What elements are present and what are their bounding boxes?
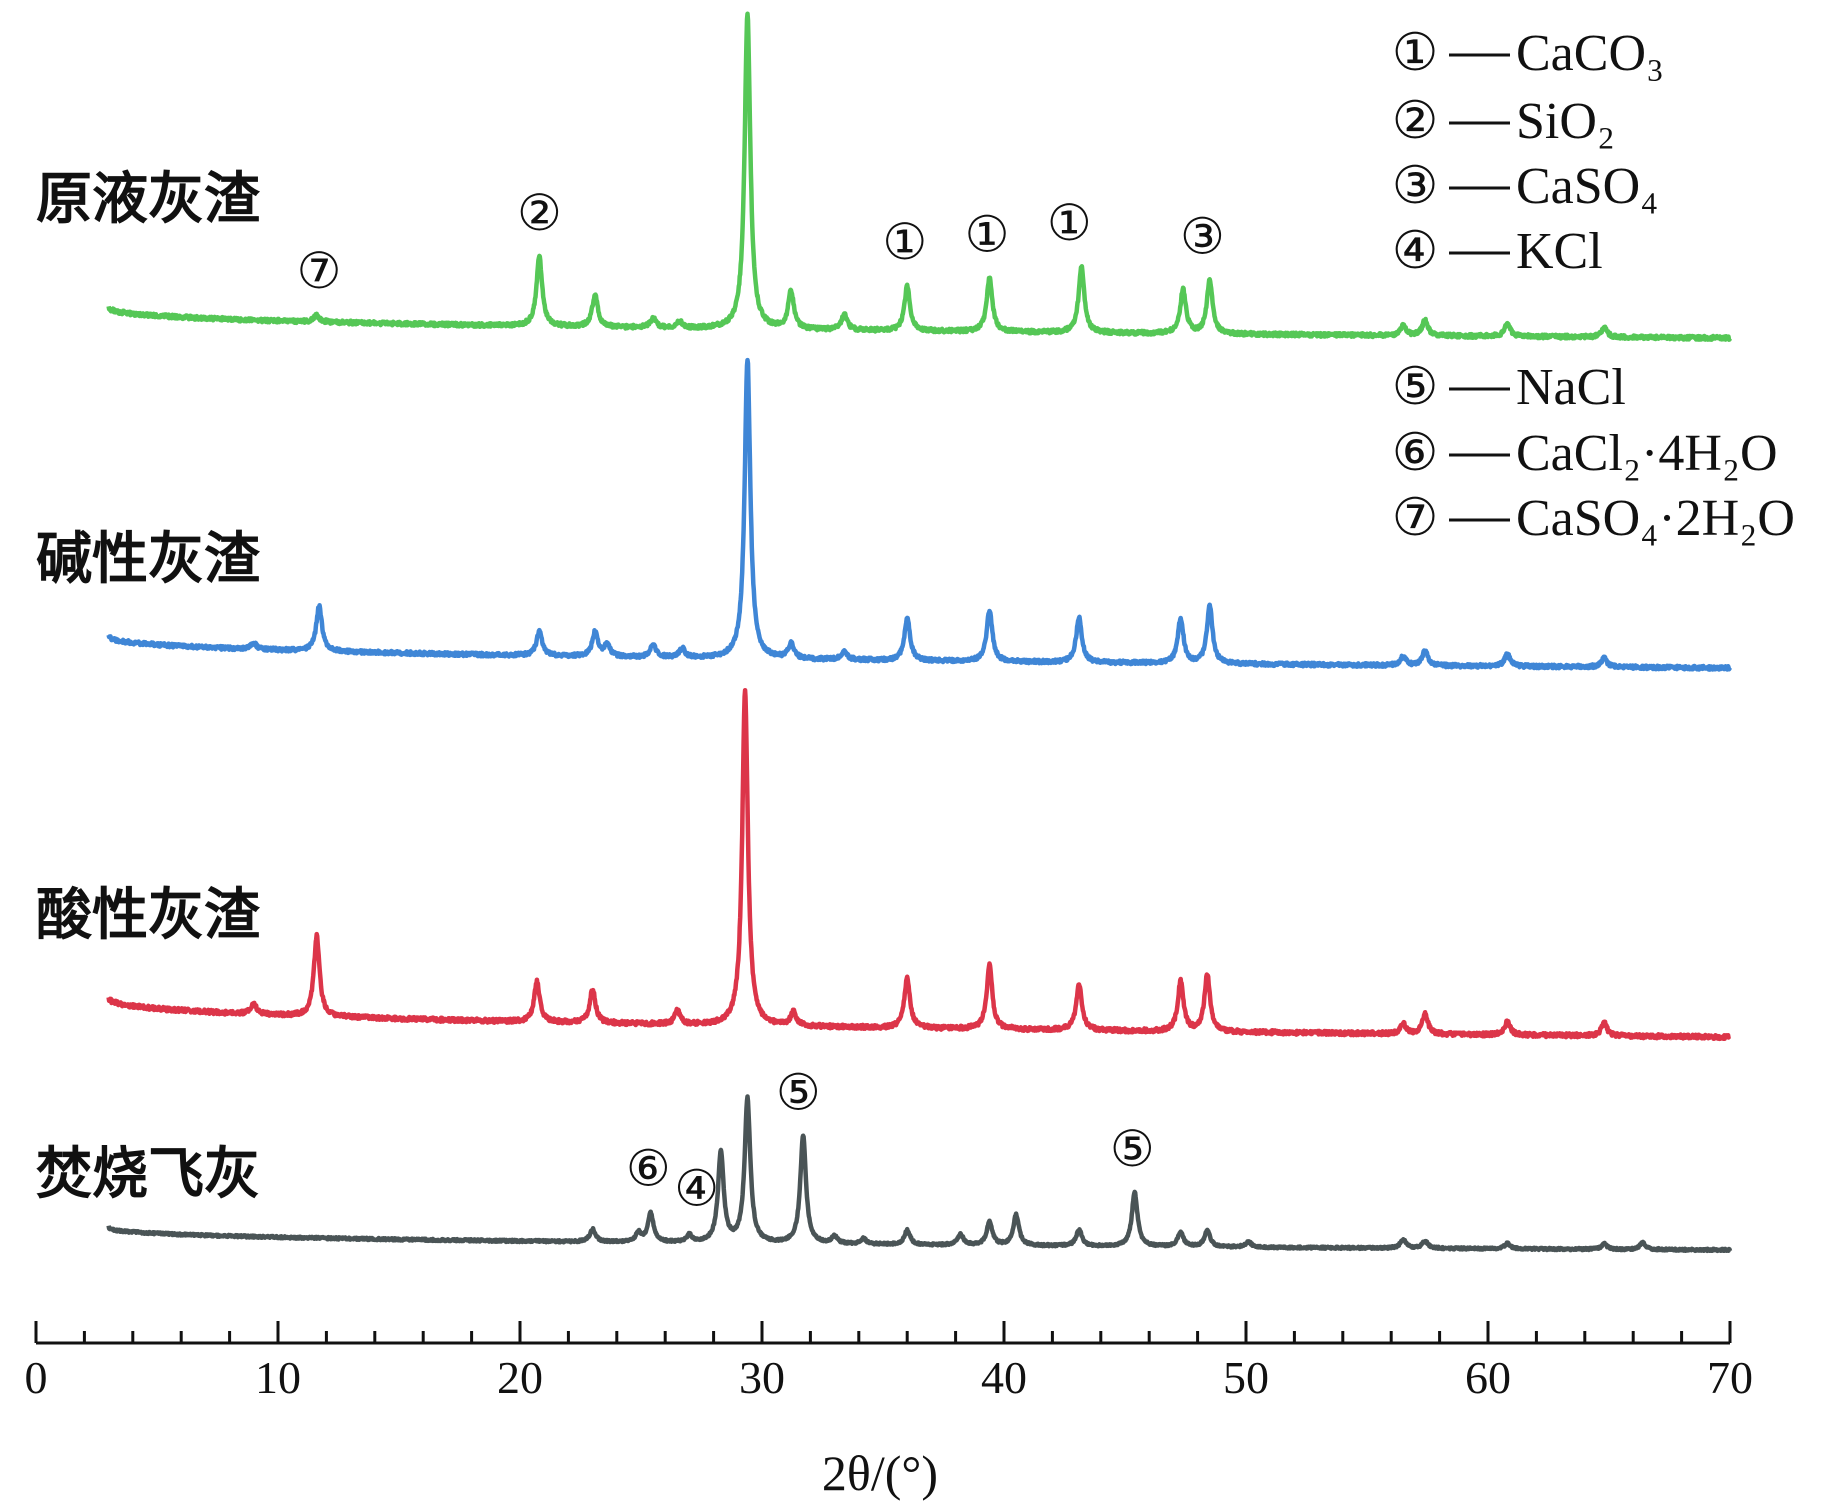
series-label: 酸性灰渣 [36, 883, 261, 948]
legend-symbol: ① [1392, 25, 1439, 82]
legend-item: ⑤ NaCl [1392, 359, 1626, 416]
x-tick-label: 50 [1223, 1352, 1269, 1403]
peak-marker: ③ [1180, 207, 1225, 265]
legend-compound: CaSO₄ [1516, 158, 1658, 215]
series-line [106, 1094, 1733, 1254]
legend-compound: SiO₂ [1516, 93, 1615, 150]
series-label: 碱性灰渣 [36, 527, 261, 592]
series-line [106, 687, 1732, 1042]
peak-marker: ② [517, 184, 562, 242]
peak-marker: ④ [674, 1159, 719, 1217]
legend-compound: KCl [1516, 223, 1603, 280]
peak-marker: ① [965, 206, 1010, 264]
peak-annotations: ①②⑦①①①③⑥④⑤⑤ [297, 184, 1225, 1218]
legend-compound: NaCl [1516, 359, 1626, 416]
series-layer [106, 11, 1733, 1254]
legend-item: ③ CaSO₄ [1392, 158, 1659, 215]
peak-marker: ⑤ [1110, 1120, 1155, 1178]
legend: ① CaCO₃ ② SiO₂ ③ CaSO₄ ④ KCl ⑤ NaCl ⑥ CaCl₂·4H₂O ⑦ Ca… [1392, 25, 1795, 547]
series-line [106, 11, 1733, 342]
legend-compound: CaSO₄·2H₂O [1516, 490, 1795, 547]
legend-compound: CaCl₂·4H₂O [1516, 425, 1778, 482]
legend-symbol: ⑥ [1392, 425, 1439, 482]
peak-marker: ① [1047, 194, 1092, 252]
legend-item: ④ KCl [1392, 223, 1603, 280]
x-axis-title: 2θ/(°) [822, 1445, 938, 1501]
x-tick-label: 70 [1707, 1352, 1753, 1403]
x-tick-label: 30 [739, 1352, 785, 1403]
x-tick-label: 20 [497, 1352, 543, 1403]
legend-symbol: ③ [1392, 158, 1439, 215]
series-label: 原液灰渣 [36, 167, 261, 232]
x-tick-label: 10 [255, 1352, 301, 1403]
legend-item: ⑥ CaCl₂·4H₂O [1392, 425, 1778, 482]
x-tick-label: 40 [981, 1352, 1027, 1403]
legend-symbol: ④ [1392, 223, 1439, 280]
legend-item: ② SiO₂ [1392, 93, 1615, 150]
x-tick-label: 60 [1465, 1352, 1511, 1403]
legend-item: ⑦ CaSO₄·2H₂O [1392, 490, 1795, 547]
x-axis: 0 10 20 30 40 50 60 70 [25, 1321, 1753, 1403]
series-line [106, 357, 1733, 672]
peak-marker: ⑤ [776, 1064, 821, 1122]
legend-symbol: ② [1392, 93, 1439, 150]
peak-marker: ① [882, 213, 927, 271]
legend-compound: CaCO₃ [1516, 25, 1664, 82]
peak-marker: ⑥ [626, 1140, 671, 1198]
peak-marker: ⑦ [297, 242, 342, 300]
legend-item: ① CaCO₃ [1392, 25, 1664, 82]
series-label: 焚烧飞灰 [36, 1142, 260, 1207]
legend-symbol: ⑦ [1392, 490, 1439, 547]
x-tick-label: 0 [25, 1352, 48, 1403]
legend-symbol: ⑤ [1392, 359, 1439, 416]
